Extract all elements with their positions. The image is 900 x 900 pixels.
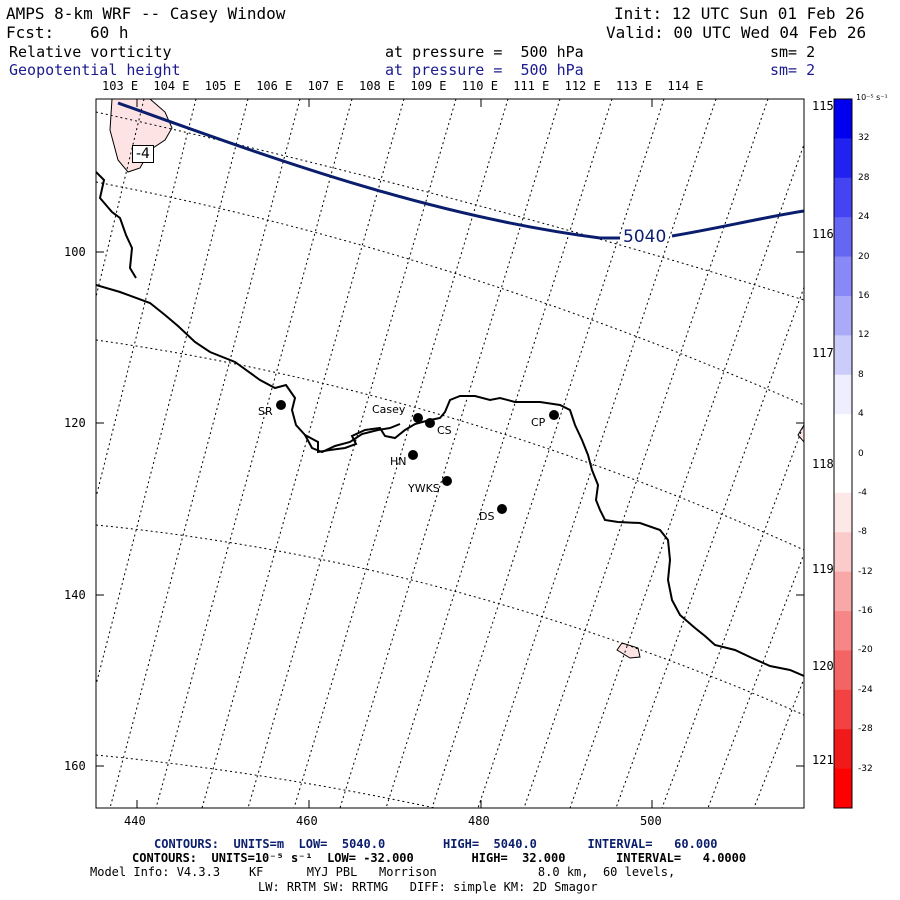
colorbar-tick-label: 8 <box>858 369 864 380</box>
colorbar-tick-label: -8 <box>858 527 867 538</box>
colorbar-tick-label: 24 <box>858 212 870 223</box>
y-tick-label: 100 <box>64 245 86 259</box>
vorticity-shade-east <box>797 424 804 443</box>
field-smooth-vorticity: sm= 2 <box>770 43 816 61</box>
colorbar-tick-label: 4 <box>858 409 864 420</box>
station-marker-ywks <box>442 476 452 486</box>
x-tick-label: 440 <box>124 814 146 828</box>
forecast-hour: 60 h <box>90 23 129 42</box>
init-time: Init: 12 UTC Sun 01 Feb 26 <box>614 4 865 23</box>
field-name-vorticity: Relative vorticity <box>9 43 172 61</box>
colorbar-tick-label: -16 <box>858 606 873 617</box>
colorbar-tick-label: 12 <box>858 330 870 341</box>
colorbar-tick-label: -24 <box>858 684 873 695</box>
colorbar-swatch <box>834 335 852 376</box>
map-frame <box>95 98 805 809</box>
forecast-label: Fcst: <box>6 23 55 42</box>
colorbar-swatch <box>834 217 852 258</box>
footer-model-info: Model Info: V4.3.3 KF MYJ PBL Morrison 8… <box>90 865 676 879</box>
colorbar-tick-label: 0 <box>858 448 864 459</box>
station-marker-cp <box>549 410 559 420</box>
footer-physics-info: LW: RRTM SW: RRTMG DIFF: simple KM: 2D S… <box>258 880 598 894</box>
footer-vorticity-contours: CONTOURS: UNITS=10⁻⁵ s⁻¹ LOW= -32.000 HI… <box>132 851 747 865</box>
station-label-cp: CP <box>531 416 546 429</box>
x-tick-label: 500 <box>640 814 662 828</box>
colorbar-swatch <box>834 689 852 730</box>
colorbar-swatch <box>834 295 852 336</box>
valid-time: Valid: 00 UTC Wed 04 Feb 26 <box>606 23 867 42</box>
colorbar-swatch <box>834 374 852 415</box>
station-marker-hn <box>408 450 418 460</box>
colorbar-swatch <box>834 99 852 139</box>
vorticity-colorbar <box>834 99 852 809</box>
longitude-label-top: 114 E <box>667 79 704 93</box>
axis-ticks <box>96 99 804 808</box>
colorbar-tick-label: -28 <box>858 724 873 735</box>
longitude-label-top: 112 E <box>564 79 601 93</box>
colorbar-swatch <box>834 453 852 494</box>
colorbar-unit: 10⁻⁵ s⁻¹ <box>856 93 888 102</box>
colorbar-tick-label: 32 <box>858 133 870 144</box>
y-tick-label: 120 <box>64 416 86 430</box>
field-level-height: at pressure = 500 hPa <box>385 61 584 79</box>
longitude-label-top: 107 E <box>307 79 344 93</box>
field-name-height: Geopotential height <box>9 61 181 79</box>
footer-height-contours: CONTOURS: UNITS=m LOW= 5040.0 HIGH= 5040… <box>154 837 718 851</box>
colorbar-swatch <box>834 611 852 651</box>
field-smooth-height: sm= 2 <box>770 61 816 79</box>
colorbar-tick-label: -12 <box>858 566 873 577</box>
longitude-label-top: 108 E <box>359 79 396 93</box>
height-contour-5040 <box>117 101 804 240</box>
station-label-ds: DS <box>479 510 495 523</box>
longitude-label-top: 106 E <box>256 79 293 93</box>
colorbar-tick-label: 16 <box>858 290 870 301</box>
longitude-label-top: 103 E <box>102 79 139 93</box>
colorbar-tick-label: -20 <box>858 645 873 656</box>
height-contour-label: 5040 <box>622 227 668 247</box>
station-label-hn: HN <box>390 455 407 468</box>
vorticity-shade-southeast <box>616 642 641 659</box>
colorbar-frame <box>833 98 853 809</box>
longitude-label-top: 110 E <box>461 79 498 93</box>
longitude-label-top: 109 E <box>410 79 447 93</box>
lat-lon-grid <box>96 111 804 808</box>
colorbar-swatch <box>834 729 852 770</box>
colorbar-swatch <box>834 256 852 297</box>
longitude-label-top: 113 E <box>616 79 653 93</box>
station-label-sr: SR <box>258 405 273 418</box>
vorticity-contour-label: -4 <box>132 145 154 163</box>
colorbar-tick-label: -4 <box>858 487 867 498</box>
colorbar-swatch <box>834 414 852 454</box>
station-marker-sr <box>276 400 286 410</box>
longitude-label-top: 104 E <box>153 79 190 93</box>
y-tick-label: 160 <box>64 759 86 773</box>
station-marker-casey <box>413 413 423 423</box>
colorbar-tick-label: 28 <box>858 172 870 183</box>
station-marker-ds <box>497 504 507 514</box>
colorbar-swatch <box>834 532 852 573</box>
x-tick-label: 480 <box>468 814 490 828</box>
station-marker-cs <box>425 418 435 428</box>
colorbar-tick-label: 20 <box>858 251 870 262</box>
colorbar-swatch <box>834 138 852 179</box>
colorbar-tick-label: -32 <box>858 763 873 774</box>
meridians <box>96 99 804 808</box>
coastline-inlet <box>304 423 401 454</box>
colorbar-swatch <box>834 571 852 612</box>
y-tick-label: 140 <box>64 588 86 602</box>
station-label-ywks: YWKS <box>408 482 440 495</box>
longitude-label-top: 111 E <box>513 79 550 93</box>
station-label-casey: Casey <box>372 403 406 416</box>
longitude-label-top: 105 E <box>204 79 241 93</box>
map-title: AMPS 8-km WRF -- Casey Window <box>6 4 286 23</box>
coastline <box>96 171 804 677</box>
colorbar-swatch <box>834 768 852 809</box>
station-label-cs: CS <box>437 424 452 437</box>
colorbar-swatch <box>834 492 852 533</box>
field-level-vorticity: at pressure = 500 hPa <box>385 43 584 61</box>
colorbar-swatch <box>834 650 852 691</box>
colorbar-swatch <box>834 177 852 218</box>
x-tick-label: 460 <box>296 814 318 828</box>
